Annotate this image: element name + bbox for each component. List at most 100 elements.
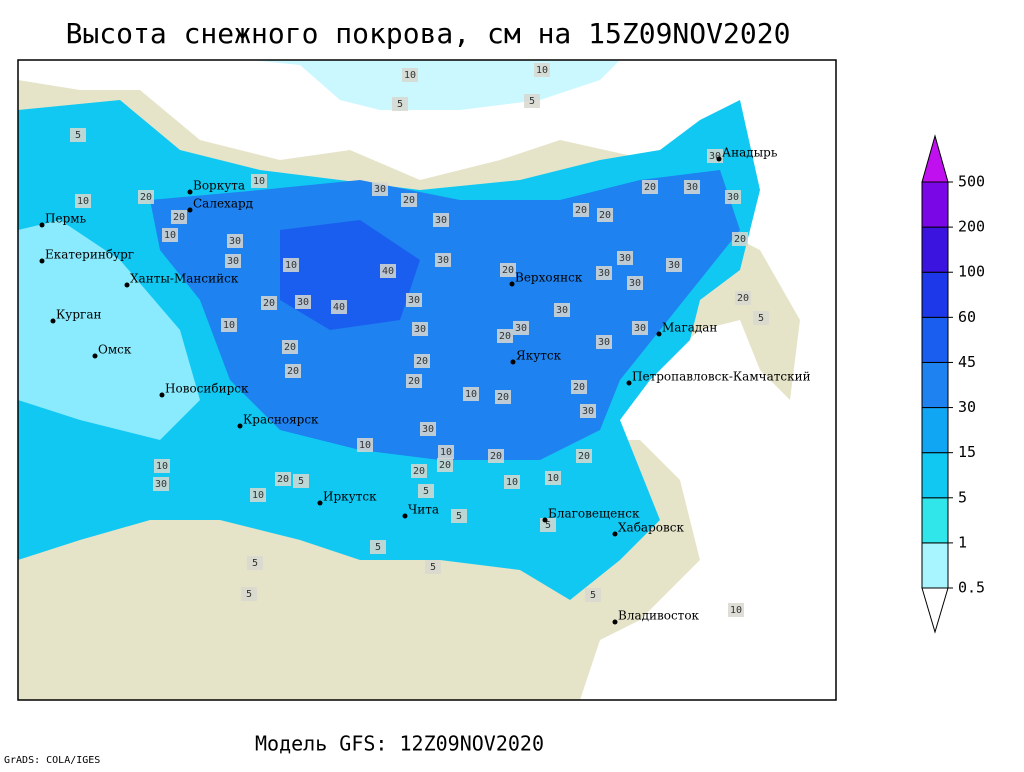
colorbar-label: 500	[958, 173, 985, 191]
contour-label: 30	[229, 236, 241, 247]
city-dot	[510, 359, 516, 365]
city-label: Анадырь	[722, 146, 778, 160]
city-label: Петропавловск-Камчатский	[632, 370, 811, 384]
contour-label: 40	[333, 302, 345, 313]
contour-label-box	[285, 364, 301, 378]
city-label: Ханты-Мансийск	[130, 272, 239, 286]
map	[18, 60, 836, 700]
contour-label-box	[401, 193, 417, 207]
contour-label: 10	[465, 389, 477, 400]
contour-label-box	[438, 445, 454, 459]
contour-label-box	[500, 263, 516, 277]
contour-label-box	[225, 254, 241, 268]
contour-label-box	[425, 560, 441, 574]
contour-label: 20	[416, 356, 428, 367]
contour-label: 30	[668, 260, 680, 271]
contour-label-box	[247, 556, 263, 570]
city-label: Благовещенск	[548, 507, 640, 521]
city-label: Пермь	[45, 212, 87, 226]
contour-label: 5	[75, 130, 81, 141]
city-label: Иркутск	[323, 490, 377, 504]
contour-label-box	[295, 295, 311, 309]
contour-label: 30	[634, 323, 646, 334]
contour-label: 10	[404, 70, 416, 81]
contour-label: 20	[173, 212, 185, 223]
contour-label: 10	[359, 440, 371, 451]
map-frame	[17, 59, 837, 701]
contour-label-box	[293, 474, 309, 488]
contour-label-box	[585, 588, 601, 602]
contour-label: 30	[437, 255, 449, 266]
colorbar-label: 30	[958, 398, 976, 416]
contour-label: 30	[556, 305, 568, 316]
contour-label: 30	[297, 297, 309, 308]
contour-label: 10	[536, 65, 548, 76]
contour-label-box	[357, 438, 373, 452]
colorbar-segment	[921, 271, 949, 318]
city-label: Верхоянск	[515, 271, 583, 285]
colorbar-segment	[921, 361, 949, 409]
contour-label: 30	[515, 323, 527, 334]
contour-label-box	[576, 449, 592, 463]
contour-label-box	[571, 380, 587, 394]
ocean	[18, 60, 836, 700]
colorbar-segment	[921, 542, 949, 589]
contour-label-box	[275, 472, 291, 486]
contour-label: 20	[287, 366, 299, 377]
contour-label: 30	[422, 424, 434, 435]
contour-label-box	[162, 228, 178, 242]
city-label: Новосибирск	[165, 382, 249, 396]
contour-label: 20	[497, 392, 509, 403]
contour-label: 5	[545, 520, 551, 531]
contour-label-box	[488, 449, 504, 463]
city-label: Магадан	[662, 321, 717, 335]
contour-label-box	[684, 180, 700, 194]
contour-label-box	[497, 329, 513, 343]
contour-label-box	[372, 182, 388, 196]
contour-label-box	[597, 208, 613, 222]
snow-light	[18, 220, 200, 440]
contour-label: 20	[403, 195, 415, 206]
contour-label: 10	[547, 473, 559, 484]
contour-label: 5	[430, 562, 436, 573]
contour-label: 20	[408, 376, 420, 387]
contour-label: 20	[439, 460, 451, 471]
city-dot	[187, 207, 193, 213]
contour-label-box	[261, 296, 277, 310]
contour-label-box	[414, 354, 430, 368]
contour-label: 10	[77, 196, 89, 207]
contour-label: 10	[252, 490, 264, 501]
city-dot	[716, 156, 722, 162]
contour-label-box	[513, 321, 529, 335]
contour-label-box	[412, 322, 428, 336]
city-dot	[542, 517, 548, 523]
city-dot	[612, 531, 618, 537]
contour-label: 30	[709, 151, 721, 162]
footer-credit: GrADS: COLA/IGES	[4, 755, 100, 766]
contour-label-box	[545, 471, 561, 485]
contour-label-box	[370, 540, 386, 554]
city-label: Красноярск	[243, 413, 319, 427]
contour-label: 30	[619, 253, 631, 264]
title: Высота снежного покрова, см на 15Z09NOV2…	[66, 17, 791, 50]
contour-label-box	[753, 311, 769, 325]
contour-label-box	[735, 291, 751, 305]
contour-label: 30	[408, 295, 420, 306]
contour-label-box	[580, 404, 596, 418]
contour-label-box	[451, 509, 467, 523]
city-dot	[50, 318, 56, 324]
contour-label-box	[406, 374, 422, 388]
contour-label-box	[627, 276, 643, 290]
city-label: Салехард	[193, 197, 253, 211]
city-label: Омск	[98, 343, 132, 357]
contour-label: 5	[529, 96, 535, 107]
contour-label: 10	[440, 447, 452, 458]
contour-label-box	[433, 213, 449, 227]
contour-label: 30	[582, 406, 594, 417]
contour-label: 5	[590, 590, 596, 601]
contour-label-box	[171, 210, 187, 224]
contour-label: 20	[263, 298, 275, 309]
contour-label: 20	[277, 474, 289, 485]
city-label: Воркута	[193, 179, 245, 193]
contour-label: 20	[578, 451, 590, 462]
